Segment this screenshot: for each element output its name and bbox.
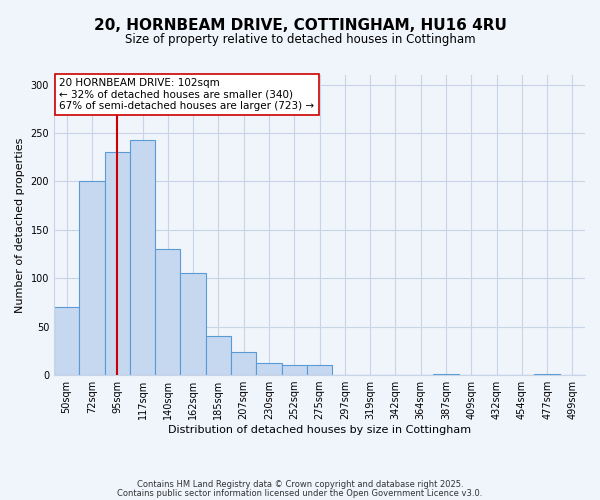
Bar [231, 352, 256, 375]
Text: Contains HM Land Registry data © Crown copyright and database right 2025.: Contains HM Land Registry data © Crown c… [137, 480, 463, 489]
Bar [307, 366, 332, 375]
Text: Contains public sector information licensed under the Open Government Licence v3: Contains public sector information licen… [118, 488, 482, 498]
Bar [433, 374, 458, 375]
Bar [79, 182, 104, 375]
Bar [535, 374, 560, 375]
X-axis label: Distribution of detached houses by size in Cottingham: Distribution of detached houses by size … [168, 425, 471, 435]
Bar [54, 308, 79, 375]
Bar [256, 364, 281, 375]
Text: 20 HORNBEAM DRIVE: 102sqm
← 32% of detached houses are smaller (340)
67% of semi: 20 HORNBEAM DRIVE: 102sqm ← 32% of detac… [59, 78, 314, 111]
Bar [104, 152, 130, 375]
Bar [206, 336, 231, 375]
Text: Size of property relative to detached houses in Cottingham: Size of property relative to detached ho… [125, 32, 475, 46]
Bar [181, 274, 206, 375]
Bar [155, 249, 181, 375]
Bar [281, 366, 307, 375]
Text: 20, HORNBEAM DRIVE, COTTINGHAM, HU16 4RU: 20, HORNBEAM DRIVE, COTTINGHAM, HU16 4RU [94, 18, 506, 32]
Bar [130, 140, 155, 375]
Y-axis label: Number of detached properties: Number of detached properties [15, 138, 25, 312]
